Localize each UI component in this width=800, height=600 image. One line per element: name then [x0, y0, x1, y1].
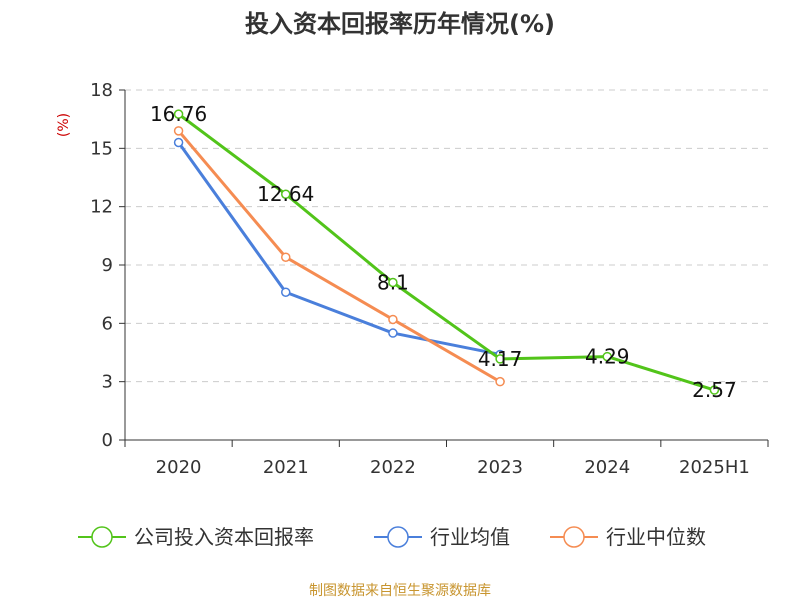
data-point[interactable]	[281, 189, 291, 199]
data-point[interactable]	[173, 126, 184, 136]
data-point[interactable]	[388, 277, 398, 288]
y-tick-label: 6	[102, 313, 113, 334]
y-tick-label: 18	[90, 80, 113, 101]
y-tick-label: 15	[90, 138, 113, 159]
y-tick-label: 9	[102, 255, 113, 276]
x-tick-label: 2022	[370, 457, 416, 478]
axes: 0 3 6 9 12 15 18 2020 2021 2022 2023 2024 2025H1	[90, 80, 769, 478]
data-point[interactable]	[495, 354, 505, 364]
data-point[interactable]	[495, 376, 505, 387]
x-tick-label: 2023	[477, 457, 523, 478]
data-point[interactable]	[173, 137, 184, 148]
series-line	[177, 129, 501, 383]
legend-label: 公司投入资本回报率	[134, 525, 314, 549]
legend-marker	[91, 526, 113, 548]
data-label: 4.17	[478, 347, 523, 371]
data-point[interactable]	[388, 314, 398, 325]
chart-title: 投入资本回报率历年情况(%)	[245, 10, 555, 38]
data-label: 8.1	[377, 271, 409, 295]
legend[interactable]: 公司投入资本回报率 行业均值 行业中位数	[78, 525, 706, 549]
x-tick-label: 2024	[584, 457, 630, 478]
legend-label: 行业均值	[430, 525, 510, 549]
legend-item[interactable]: 行业均值	[374, 525, 510, 549]
data-point[interactable]	[281, 252, 291, 262]
source-note: 制图数据来自恒生聚源数据库	[309, 583, 491, 599]
legend-item[interactable]: 公司投入资本回报率	[78, 525, 314, 549]
legend-item[interactable]: 行业中位数	[550, 525, 706, 549]
legend-marker	[563, 526, 585, 548]
data-point[interactable]	[173, 109, 184, 119]
y-tick-label: 12	[90, 197, 113, 218]
data-label: 12.64	[257, 182, 314, 206]
data-point[interactable]	[709, 385, 720, 395]
y-tick-label: 0	[102, 430, 113, 451]
data-point[interactable]	[388, 328, 398, 338]
grid-lines	[125, 89, 768, 383]
data-labels: 16.76 12.64 8.1 4.17 4.29 2.57	[150, 102, 737, 402]
x-tick-label: 2021	[263, 457, 309, 478]
x-tick-label: 2020	[156, 457, 202, 478]
data-label: 16.76	[150, 102, 207, 126]
legend-marker	[387, 526, 409, 548]
y-axis-label: (%)	[56, 113, 72, 137]
data-label: 2.57	[692, 378, 737, 402]
y-tick-label: 3	[102, 372, 113, 393]
series-line	[177, 141, 501, 356]
data-point[interactable]	[602, 351, 612, 362]
series-line	[177, 112, 715, 392]
data-point[interactable]	[281, 287, 291, 297]
x-tick-label: 2025H1	[679, 457, 750, 478]
data-label: 4.29	[585, 345, 630, 369]
legend-label: 行业中位数	[606, 525, 706, 549]
series-group	[173, 109, 720, 395]
